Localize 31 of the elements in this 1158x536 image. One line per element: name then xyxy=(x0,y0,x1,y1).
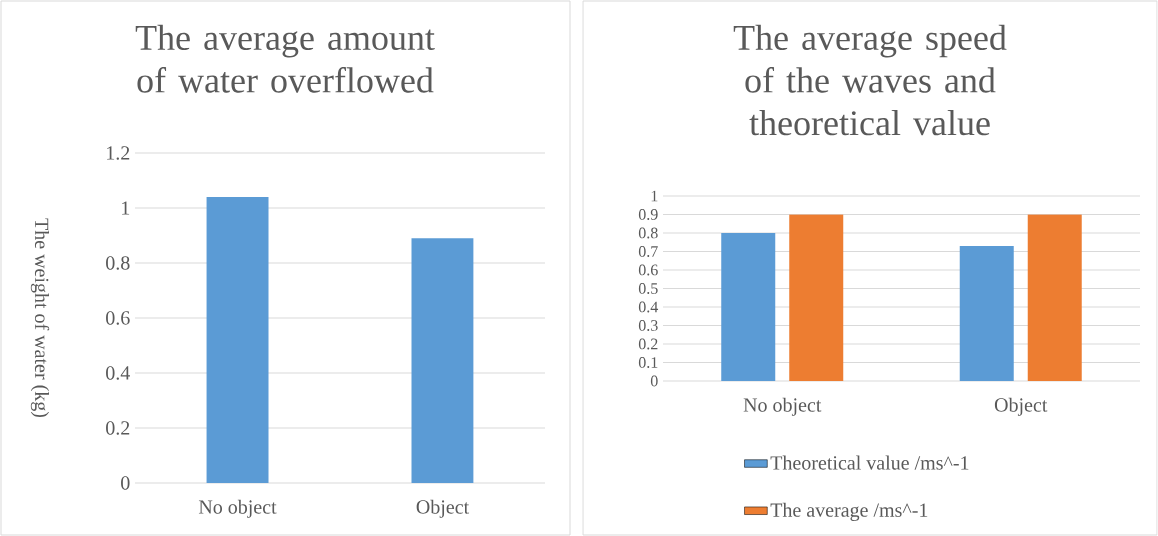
y-tick-label: 0 xyxy=(121,476,130,490)
y-tick-label: 0.8 xyxy=(638,227,658,239)
x-tick-label: Object xyxy=(416,499,470,518)
bar xyxy=(721,232,776,381)
y-tick-label: 0.2 xyxy=(106,421,130,435)
y-tick-label: 0.6 xyxy=(106,311,130,325)
legend-label: Theoretical value /ms^-1 xyxy=(770,455,969,470)
y-tick-label: 0.8 xyxy=(106,256,130,270)
y-tick-label: 0.1 xyxy=(638,357,658,368)
y-tick-label: 1.2 xyxy=(107,146,130,160)
y-tick-label: 0.9 xyxy=(638,209,658,220)
y-tick-label: 0.4 xyxy=(106,366,130,380)
y-tick-label: 1 xyxy=(122,201,130,215)
y-tick-label: 0 xyxy=(650,375,658,387)
y-tick-label: 0.6 xyxy=(638,264,658,276)
y-tick-label: 0.3 xyxy=(638,320,658,331)
x-tick-label: No object xyxy=(743,397,822,416)
legend-label: The average /ms^-1 xyxy=(770,502,928,521)
y-tick-label: 0.4 xyxy=(638,301,659,313)
x-tick-label: No object xyxy=(198,499,277,518)
y-tick-label: 1 xyxy=(651,190,658,202)
y-tick-label: 0.7 xyxy=(638,246,658,257)
bar xyxy=(789,214,844,381)
chart-title: The average speed of the waves and theoretical value xyxy=(733,24,1007,136)
y-tick-label: 0.2 xyxy=(638,338,658,350)
y-tick-label: 0.5 xyxy=(638,283,658,294)
chart-title: The average amount of water overflowed xyxy=(135,24,435,93)
bar xyxy=(959,245,1014,381)
x-tick-label: Object xyxy=(994,397,1048,416)
y-axis-title: The weight of water (kg) xyxy=(30,218,50,418)
bar xyxy=(1027,214,1082,381)
